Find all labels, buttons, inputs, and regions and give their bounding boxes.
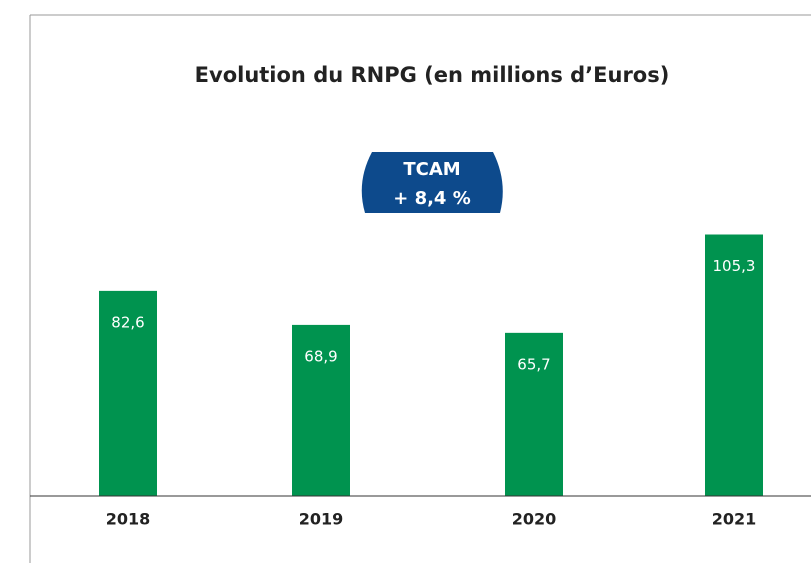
data-label: 82,6 bbox=[111, 313, 144, 331]
x-tick-label: 2018 bbox=[106, 510, 151, 529]
bar bbox=[705, 234, 763, 496]
annotation: + 8,4 % bbox=[393, 188, 471, 209]
badge bbox=[361, 152, 503, 213]
data-label: 105,3 bbox=[713, 257, 756, 275]
x-tick-label: 2019 bbox=[299, 510, 344, 529]
chart-title: Evolution du RNPG (en millions d’Euros) bbox=[195, 63, 670, 87]
bar bbox=[99, 290, 157, 496]
data-label: 65,7 bbox=[517, 355, 550, 373]
data-label: 68,9 bbox=[304, 347, 337, 365]
x-tick-label: 2020 bbox=[512, 510, 557, 529]
bar bbox=[292, 324, 350, 496]
bar bbox=[505, 332, 563, 496]
annotation: TCAM bbox=[403, 159, 460, 180]
x-tick-label: 2021 bbox=[712, 510, 757, 529]
